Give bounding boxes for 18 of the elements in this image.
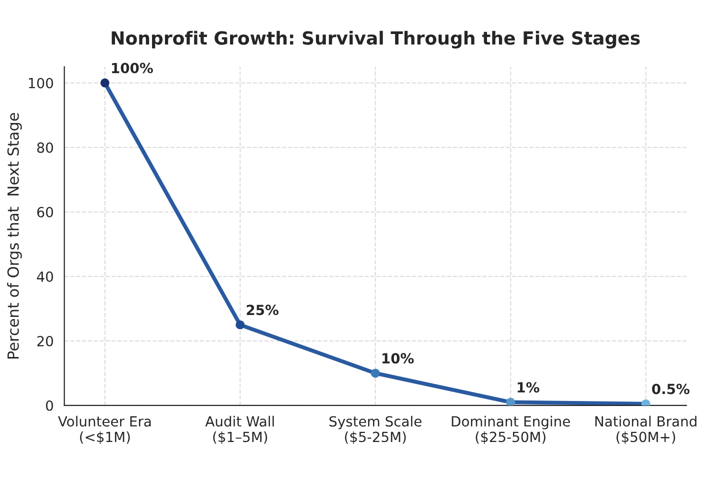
x-tick-label: Dominant Engine ($25-50M)	[452, 416, 570, 444]
data-label: 0.5%	[652, 384, 690, 394]
data-label: 1%	[518, 382, 540, 393]
x-tick-label: Volunteer Era (<$1M)	[58, 416, 151, 444]
data-label: 25%	[246, 304, 279, 316]
y-tick-label: 60	[37, 206, 54, 218]
data-label: 10%	[382, 353, 414, 364]
y-axis-title: Percent of Orgs that Next Stage	[7, 113, 22, 359]
x-tick-label: National Brand ($50M+)	[595, 416, 696, 444]
y-tick-label: 80	[37, 142, 54, 153]
x-tick-label: System Scale ($5-25M)	[330, 416, 422, 444]
x-tick-label: Audit Wall ($1–5M)	[205, 416, 274, 444]
chart-title: Nonprofit Growth: Survival Through the Five Stages	[112, 30, 640, 48]
y-tick-label: 100	[28, 78, 54, 88]
y-tick-label: 0	[46, 400, 54, 411]
y-tick-label: 20	[37, 336, 54, 346]
y-tick-label: 40	[36, 271, 54, 282]
data-label: 100%	[112, 62, 153, 74]
